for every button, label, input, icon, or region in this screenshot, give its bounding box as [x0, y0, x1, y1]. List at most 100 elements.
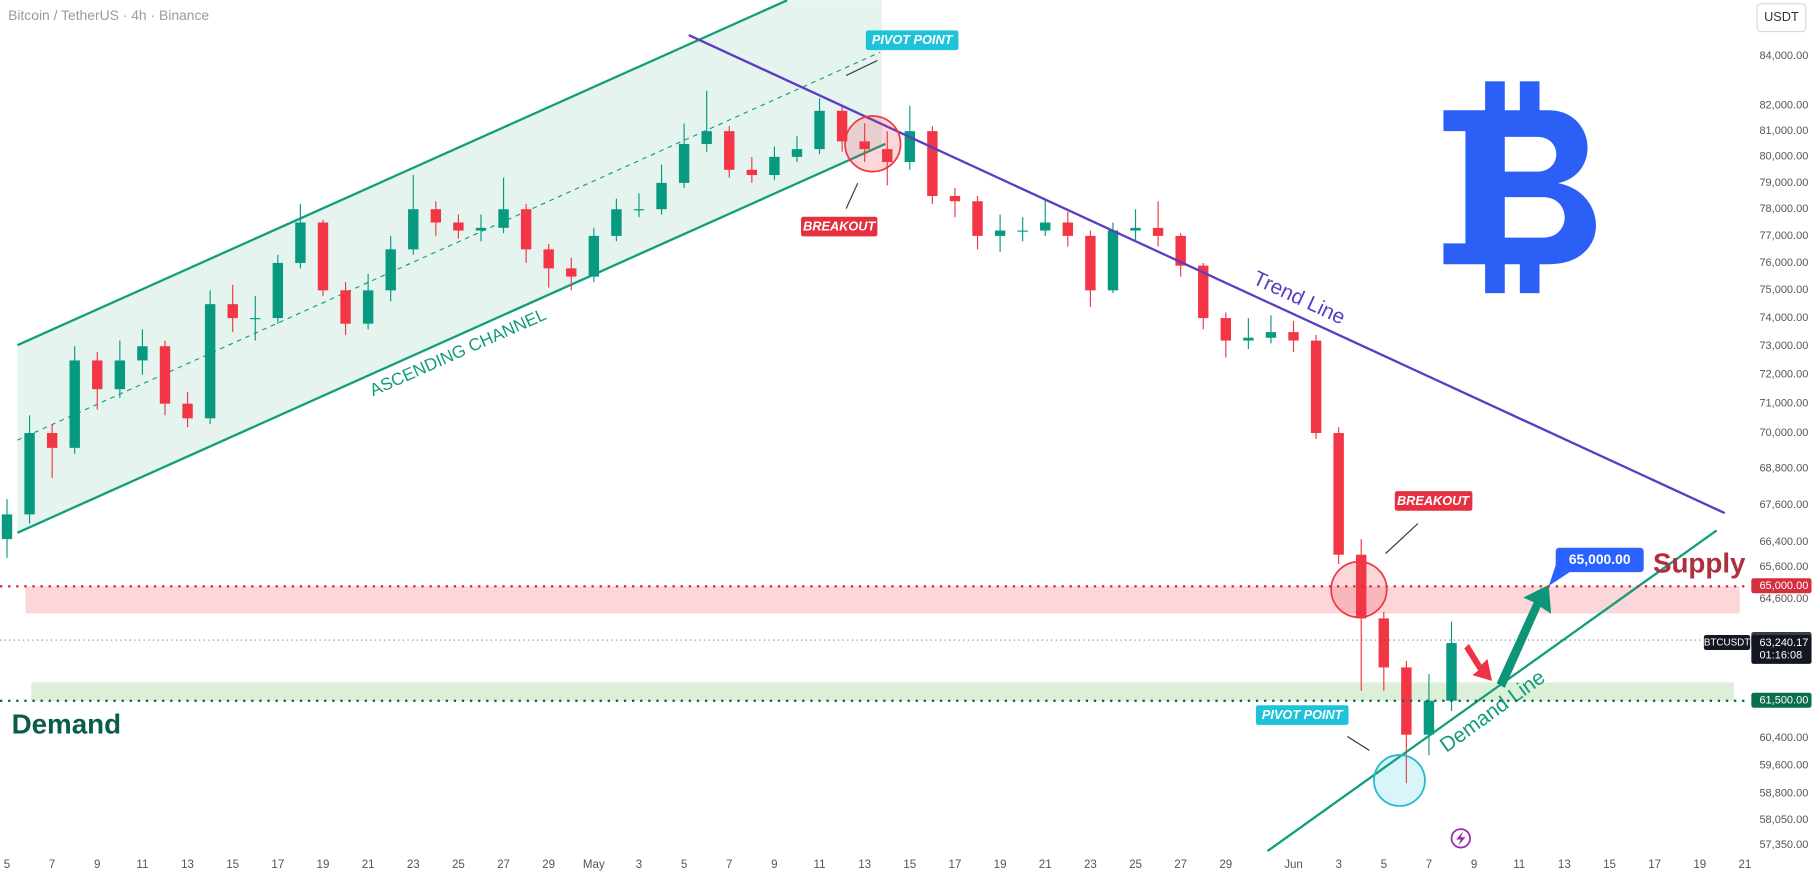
axes: 84,000.00 82,000.00 81,000.00 80,000.00 79,0… [0, 50, 1812, 871]
y-tick-label: 60,400.00 [1759, 732, 1808, 744]
candle-body [611, 209, 622, 236]
candle-body [1310, 340, 1322, 434]
countdown-label: 01:16:08 [1759, 650, 1802, 662]
leader-line [845, 59, 878, 77]
candle-body [1378, 618, 1390, 668]
x-tick-label: 21 [1738, 859, 1751, 871]
y-tick-label: 58,800.00 [1759, 788, 1808, 800]
candle-body [475, 227, 487, 231]
x-tick-label: 9 [1471, 859, 1477, 871]
level-label: 61,500.00 [1759, 695, 1808, 707]
candle-body [430, 209, 442, 223]
breakout-circle [1330, 560, 1388, 619]
candle-body [520, 209, 532, 250]
candle-body [69, 360, 80, 448]
candle-body [295, 222, 306, 263]
x-tick-label: 19 [317, 859, 330, 871]
x-tick-label: May [583, 859, 605, 871]
y-tick-label: 57,350.00 [1759, 839, 1808, 851]
candle-body [678, 143, 690, 183]
candle-body [791, 149, 803, 157]
tag-box [865, 30, 959, 51]
pivot-circle [1373, 754, 1426, 807]
x-tick-label: 19 [994, 859, 1007, 871]
candle-body [859, 141, 870, 150]
breakout-label: BREAKOUT [1397, 493, 1470, 508]
y-tick-label: 68,800.00 [1759, 463, 1808, 475]
currency-button[interactable] [1756, 3, 1807, 33]
y-tick-label: 76,000.00 [1759, 257, 1808, 269]
x-tick-label: 7 [1426, 859, 1432, 871]
tag-box [1394, 491, 1473, 511]
candle-body [385, 249, 396, 291]
candle-body [1085, 235, 1096, 291]
x-tick-label: 17 [949, 859, 962, 871]
y-tick-label: 81,000.00 [1759, 125, 1808, 137]
candle-body [1040, 222, 1051, 231]
candle-body [656, 182, 667, 210]
y-tick-label: 59,600.00 [1759, 760, 1808, 772]
candle-body [340, 290, 351, 324]
x-tick-label: 9 [771, 859, 777, 871]
candle-body [272, 262, 284, 319]
candle-body [927, 131, 938, 196]
y-tick-label: 84,000.00 [1759, 50, 1808, 62]
x-tick-label: 15 [226, 859, 239, 871]
zones [25, 586, 1740, 701]
y-tick-label: 71,000.00 [1759, 398, 1808, 410]
y-tick-label: 79,000.00 [1759, 177, 1808, 189]
x-tick-label: 7 [49, 859, 55, 871]
y-tick-label: 74,000.00 [1759, 312, 1808, 324]
x-tick-label: 3 [1335, 859, 1341, 871]
level-label: 65,000.00 [1759, 580, 1808, 592]
x-tick-label: 3 [636, 859, 642, 871]
candle-body [159, 346, 171, 404]
x-tick-label: 19 [1693, 859, 1706, 871]
currency-label: USDT [1764, 9, 1799, 24]
x-tick-label: 17 [271, 859, 284, 871]
candle-body [904, 131, 916, 163]
y-tick-label: 80,000.00 [1759, 151, 1808, 163]
event-icon[interactable] [1450, 828, 1471, 849]
last-price-label: 63,240.17 [1759, 637, 1808, 649]
candle-body [408, 209, 419, 250]
down-arrow [1464, 643, 1493, 681]
candle-body [588, 235, 600, 277]
tag-box [801, 216, 878, 237]
candle-body [498, 209, 509, 228]
candle-body [46, 433, 58, 448]
candle-body [137, 346, 148, 361]
candle-body [362, 290, 374, 324]
candle-body [1243, 337, 1254, 341]
candle-body [633, 209, 645, 211]
candle-body [701, 131, 712, 144]
candle-body [1333, 433, 1344, 555]
x-tick-label: 13 [1558, 859, 1571, 871]
y-tick-label: 64,600.00 [1759, 593, 1808, 605]
target-pointer [1548, 565, 1570, 587]
zone [25, 586, 1740, 614]
event-icon-bolt [1456, 831, 1466, 846]
candle-body [566, 268, 577, 277]
candle-body [1175, 235, 1186, 266]
y-tick-label: 66,400.00 [1759, 536, 1808, 548]
y-tick-label: 70,000.00 [1759, 427, 1808, 439]
x-tick-label: 23 [1084, 859, 1097, 871]
breakout-circle [844, 115, 902, 173]
y-tick-label: 75,000.00 [1759, 284, 1808, 296]
channel-bottom [16, 142, 886, 534]
pivot-label: PIVOT POINT [872, 32, 954, 47]
candle-body [1062, 222, 1074, 236]
candle-body [746, 169, 758, 176]
symbol-label: BTCUSDT [1704, 638, 1750, 649]
demand-line [1266, 529, 1718, 853]
target-box [1555, 547, 1644, 573]
symbol-title: Bitcoin / TetherUS · 4h · Binance [8, 7, 209, 23]
y-tick-label: 72,000.00 [1759, 369, 1808, 381]
level-box [1751, 692, 1812, 708]
x-tick-label: 17 [1648, 859, 1661, 871]
demand-label: Demand [12, 708, 122, 739]
candle-body [317, 222, 329, 291]
candle-body [1356, 554, 1367, 619]
